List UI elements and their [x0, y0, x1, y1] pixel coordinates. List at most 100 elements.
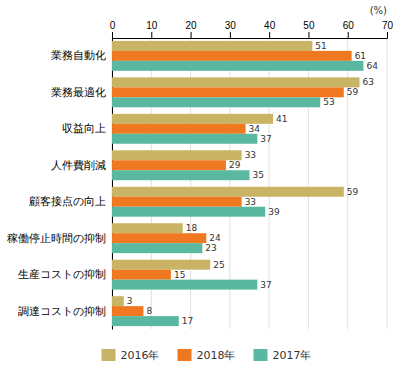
legend-item: 2018年: [178, 349, 236, 362]
data-label: 33: [245, 197, 256, 207]
x-axis-label: (%): [370, 5, 387, 16]
x-tick: 70: [382, 20, 394, 38]
bar: [112, 150, 242, 160]
bar: [112, 223, 183, 233]
bar: [112, 260, 210, 270]
legend-label: 2018年: [197, 349, 236, 362]
legend-swatch: [254, 349, 268, 361]
data-label: 25: [213, 260, 224, 270]
legend-label: 2016年: [121, 349, 160, 362]
bar: [112, 61, 363, 71]
x-tick-label: 30: [225, 20, 237, 31]
y-tick-label: 業務最適化: [51, 86, 106, 98]
x-tick: 50: [303, 20, 315, 38]
data-label: 23: [205, 243, 216, 253]
bar: [112, 41, 312, 51]
bar: [112, 187, 344, 197]
x-tick: 60: [343, 20, 355, 38]
x-tick: 10: [146, 20, 158, 38]
y-tick: 業務自動化: [51, 49, 112, 61]
data-label: 59: [347, 187, 359, 197]
legend: 2016年 2018年 2017年: [102, 349, 312, 362]
y-axis: 業務自動化業務最適化収益向上人件費削減顧客接点の向上稼働停止時間の抑制生産コスト…: [7, 39, 113, 330]
x-tick-mark: [269, 32, 270, 38]
bar: [112, 316, 179, 326]
data-label: 34: [249, 124, 261, 134]
x-tick-label: 50: [303, 20, 315, 31]
data-labels: 5163413359182536159342933241586453373539…: [127, 41, 378, 326]
x-tick-label: 70: [382, 20, 394, 31]
x-tick-mark: [308, 32, 309, 38]
y-tick: 人件費削減: [51, 159, 112, 171]
data-label: 64: [366, 61, 378, 71]
bar: [112, 51, 352, 61]
data-label: 37: [260, 280, 271, 290]
data-label: 39: [268, 207, 280, 217]
x-tick-mark: [230, 32, 231, 38]
y-tick: 収益向上: [62, 122, 112, 134]
y-tick-label: 調達コストの抑制: [18, 304, 106, 316]
legend-label: 2017年: [273, 349, 312, 362]
grid: [112, 38, 387, 329]
data-label: 51: [315, 41, 326, 51]
y-tick-label: 収益向上: [62, 122, 106, 134]
x-tick-label: 0: [110, 20, 116, 31]
legend-item: 2017年: [254, 349, 312, 362]
bar: [112, 77, 360, 87]
legend-swatch: [178, 349, 192, 361]
y-tick: 顧客接点の向上: [29, 195, 112, 207]
bar: [112, 197, 242, 207]
y-tick: 稼働停止時間の抑制: [7, 232, 112, 244]
data-label: 41: [276, 114, 287, 124]
legend-item: 2016年: [102, 349, 160, 362]
bar: [112, 114, 273, 124]
data-label: 24: [209, 233, 221, 243]
data-label: 3: [127, 296, 133, 306]
y-tick-label: 業務自動化: [51, 49, 106, 61]
data-label: 8: [146, 306, 152, 316]
y-tick: 業務最適化: [51, 86, 112, 98]
bar: [112, 160, 226, 170]
bar: [112, 97, 320, 107]
y-tick: 生産コストの抑制: [18, 268, 112, 280]
x-axis-line: [113, 32, 388, 39]
bar: [112, 306, 143, 316]
data-label: 35: [253, 170, 264, 180]
x-tick-label: 20: [186, 20, 198, 31]
data-label: 17: [182, 316, 193, 326]
x-tick: 20: [186, 20, 198, 38]
bar: [112, 134, 257, 144]
y-tick-label: 稼働停止時間の抑制: [7, 232, 106, 244]
data-label: 15: [174, 270, 185, 280]
x-tick: 40: [264, 20, 276, 38]
data-label: 33: [245, 150, 256, 160]
x-tick-mark: [151, 32, 152, 38]
data-label: 59: [347, 87, 359, 97]
data-label: 53: [323, 97, 334, 107]
chart: 0 10 20 30 40 50 60 70 (%) 業務自動化業務最適化収益向上人件費削減顧客接…: [0, 0, 413, 373]
x-tick-label: 40: [264, 20, 276, 31]
bar: [112, 233, 206, 243]
grid-line: [387, 38, 388, 329]
bar: [112, 296, 124, 306]
x-tick-label: 10: [146, 20, 158, 31]
y-tick-label: 生産コストの抑制: [18, 268, 106, 280]
data-label: 18: [186, 223, 198, 233]
y-tick: 調達コストの抑制: [18, 304, 112, 316]
x-axis: 0 10 20 30 40 50 60 70: [110, 20, 394, 39]
x-tick-label: 60: [343, 20, 355, 31]
bars: [112, 41, 363, 326]
bar: [112, 124, 246, 134]
y-tick-label: 顧客接点の向上: [29, 195, 106, 207]
x-tick: 0: [110, 20, 116, 38]
y-tick-label: 人件費削減: [51, 159, 106, 171]
plot: 0 10 20 30 40 50 60 70 (%) 業務自動化業務最適化収益向上人件費削減顧客接…: [7, 5, 393, 330]
bar: [112, 270, 171, 280]
legend-swatch: [102, 349, 116, 361]
data-label: 29: [229, 160, 241, 170]
bar: [112, 280, 257, 290]
data-label: 37: [260, 134, 271, 144]
bar: [112, 170, 250, 180]
x-tick-mark: [387, 32, 388, 38]
x-tick-mark: [112, 32, 113, 38]
